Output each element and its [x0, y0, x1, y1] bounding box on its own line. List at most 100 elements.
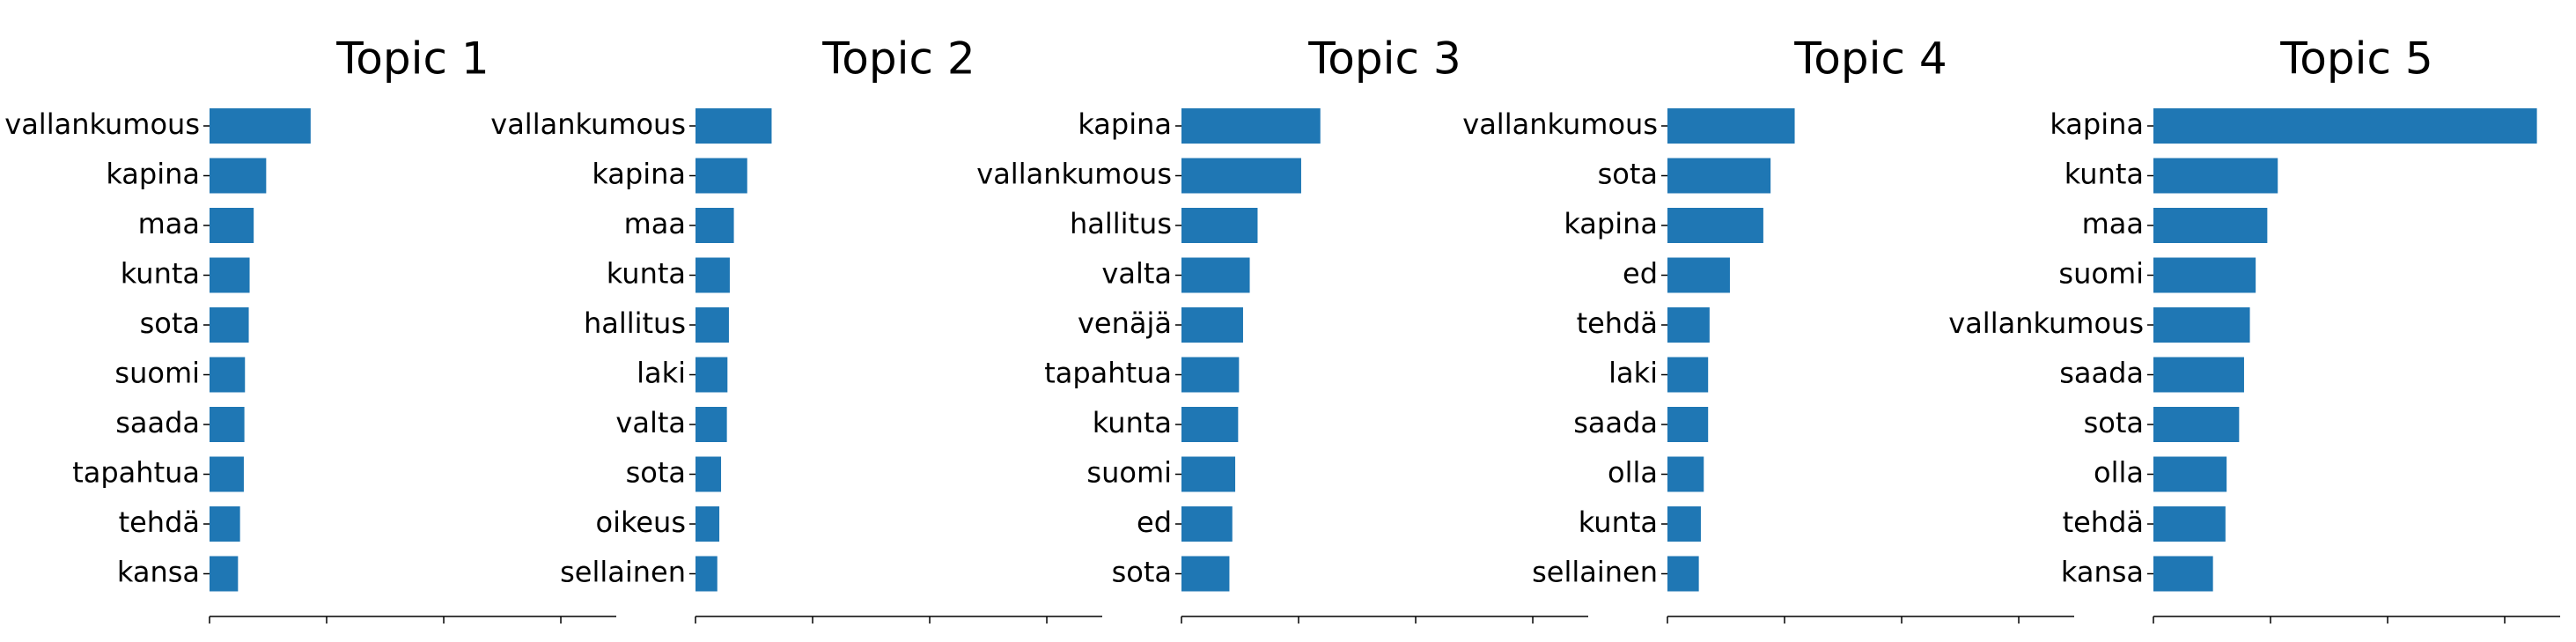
- category-label: laki: [637, 357, 686, 390]
- category-label: suomi: [114, 357, 200, 390]
- bar: [1667, 208, 1763, 243]
- bar: [1667, 556, 1699, 592]
- category-label: saada: [115, 406, 200, 439]
- category-label: kapina: [106, 158, 200, 191]
- bar: [2153, 407, 2240, 442]
- bar: [210, 257, 250, 293]
- chart-title: Topic 1: [335, 33, 489, 85]
- bar: [1181, 407, 1239, 442]
- bar: [1181, 208, 1258, 243]
- bar: [1181, 556, 1230, 592]
- category-label: tapahtua: [1044, 357, 1172, 390]
- category-label: kapina: [2050, 107, 2144, 141]
- bar: [696, 108, 772, 144]
- bar: [1667, 456, 1704, 492]
- bar: [2153, 456, 2227, 492]
- bar: [1667, 108, 1795, 144]
- bar: [1181, 158, 1301, 194]
- bar: [210, 456, 244, 492]
- bar: [696, 307, 729, 343]
- category-label: suomi: [2058, 257, 2144, 291]
- category-label: vallankumous: [976, 158, 1172, 191]
- category-label: olla: [2094, 456, 2144, 490]
- category-label: ed: [1137, 505, 1172, 539]
- category-label: vallankumous: [490, 107, 686, 141]
- category-label: tehdä: [119, 505, 200, 539]
- bar: [210, 357, 246, 393]
- chart-title: Topic 3: [1307, 33, 1461, 85]
- chart-title: Topic 5: [2279, 33, 2432, 85]
- category-label: olla: [1608, 456, 1658, 490]
- bar: [2153, 307, 2250, 343]
- bar: [210, 158, 267, 194]
- category-label: kansa: [117, 556, 200, 589]
- bar: [210, 307, 249, 343]
- bar: [696, 357, 728, 393]
- bar: [1181, 456, 1236, 492]
- bar: [1667, 307, 1710, 343]
- bar: [1181, 108, 1321, 144]
- category-label: kansa: [2061, 556, 2144, 589]
- bar: [2153, 556, 2213, 592]
- bar: [2153, 257, 2256, 293]
- bar: [2153, 208, 2268, 243]
- category-label: kunta: [1579, 505, 1658, 539]
- bar: [696, 208, 734, 243]
- bar: [210, 506, 240, 542]
- category-label: suomi: [1086, 456, 1172, 490]
- category-label: valta: [1101, 257, 1172, 291]
- category-label: sota: [1112, 556, 1172, 589]
- category-label: maa: [138, 207, 200, 240]
- bar: [696, 456, 722, 492]
- bar: [2153, 158, 2278, 194]
- bar: [2153, 506, 2226, 542]
- bar: [1181, 257, 1250, 293]
- category-label: kunta: [121, 257, 200, 291]
- bar: [1181, 357, 1240, 393]
- category-label: laki: [1608, 357, 1658, 390]
- bar: [2153, 108, 2537, 144]
- category-label: tehdä: [1577, 306, 1658, 340]
- topic-1-panel: Topic 1 vallankumous kapina maa kunta sota suo…: [4, 33, 616, 624]
- topic-5-panel: Topic 5 kapina kunta maa suomi vallankumous sa…: [1948, 33, 2560, 624]
- category-label: tehdä: [2063, 505, 2144, 539]
- bar: [696, 556, 718, 592]
- category-label: sota: [626, 456, 686, 490]
- category-label: maa: [624, 207, 686, 240]
- category-label: sellainen: [560, 556, 686, 589]
- category-label: venäjä: [1078, 306, 1172, 340]
- category-label: hallitus: [584, 306, 686, 340]
- bar: [1181, 307, 1243, 343]
- category-label: saada: [1573, 406, 1658, 439]
- category-label: vallankumous: [4, 107, 200, 141]
- category-label: kunta: [1093, 406, 1172, 439]
- category-label: oikeus: [596, 505, 687, 539]
- category-label: kapina: [1564, 207, 1658, 240]
- category-label: hallitus: [1070, 207, 1172, 240]
- bar: [210, 556, 239, 592]
- category-label: sota: [1598, 158, 1658, 191]
- category-label: kapina: [1078, 107, 1172, 141]
- bar: [696, 257, 730, 293]
- topic-3-panel: Topic 3 kapina vallankumous hallitus valta ve…: [976, 33, 1588, 624]
- category-label: kapina: [592, 158, 686, 191]
- category-label: vallankumous: [1462, 107, 1658, 141]
- bar: [210, 407, 245, 442]
- bar: [1667, 506, 1701, 542]
- category-label: saada: [2059, 357, 2144, 390]
- category-label: sellainen: [1532, 556, 1658, 589]
- category-label: tapahtua: [72, 456, 200, 490]
- bar: [696, 407, 727, 442]
- bar: [1667, 407, 1709, 442]
- category-label: sota: [2084, 406, 2144, 439]
- category-label: valta: [615, 406, 686, 439]
- bar: [1667, 158, 1771, 194]
- bar: [1181, 506, 1233, 542]
- chart-title: Topic 4: [1793, 33, 1947, 85]
- category-label: kunta: [2064, 158, 2144, 191]
- bar: [696, 158, 747, 194]
- topic-4-panel: Topic 4 vallankumous sota kapina ed tehdä laki…: [1462, 33, 2074, 624]
- category-label: sota: [140, 306, 200, 340]
- category-label: vallankumous: [1948, 306, 2144, 340]
